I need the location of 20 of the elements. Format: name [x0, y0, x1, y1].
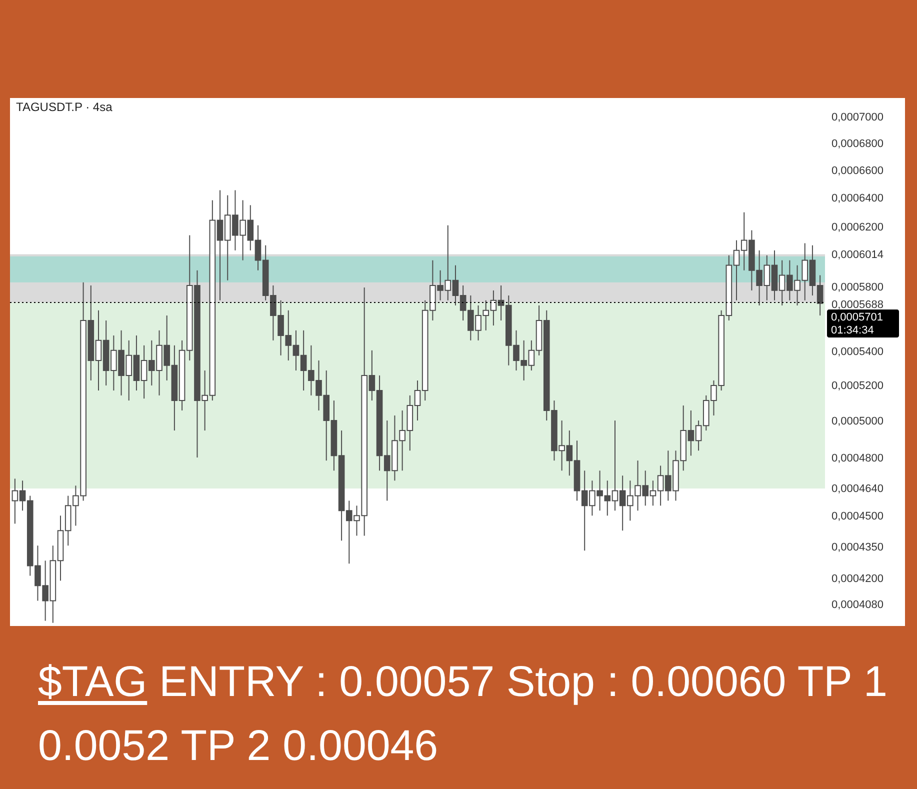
chart-title: TAGUSDT.P · 4sa — [16, 100, 113, 114]
y-tick-label: 0,0005400 — [832, 346, 884, 358]
y-tick-label: 0,0006400 — [832, 192, 884, 205]
text: $TAG ENTRY : 0.00057 Stop : 0.00060 TP 1 0.0052 TP 2 0.00046 — [38, 657, 888, 772]
y-tick-label: 0,0006200 — [832, 221, 884, 234]
y-tick-label: 0,0004080 — [832, 599, 884, 612]
y-tick-label: 0,0005000 — [832, 416, 884, 428]
y-tick-label: 0,0005688 — [832, 299, 884, 312]
y-tick-label: 0,0005200 — [832, 380, 884, 392]
y-tick-label: 0,0004640 — [832, 483, 884, 496]
y-tick-label: 0,0004200 — [832, 573, 884, 586]
y-tick-label: 0,0006800 — [832, 138, 884, 150]
y-tick-label: 0,0005800 — [832, 282, 884, 294]
y-tick-label: 0,0004800 — [832, 452, 884, 464]
y-tick-label: 0,0004500 — [832, 510, 884, 523]
ref-line-label: 0,0005701 01:34:34 — [831, 312, 883, 337]
y-tick-label: 0,0004350 — [832, 541, 884, 554]
y-tick-label: 0,0006014 — [832, 248, 884, 261]
y-tick-label: 0,0007000 — [832, 112, 884, 124]
y-tick-label: 0,0006600 — [832, 164, 884, 177]
